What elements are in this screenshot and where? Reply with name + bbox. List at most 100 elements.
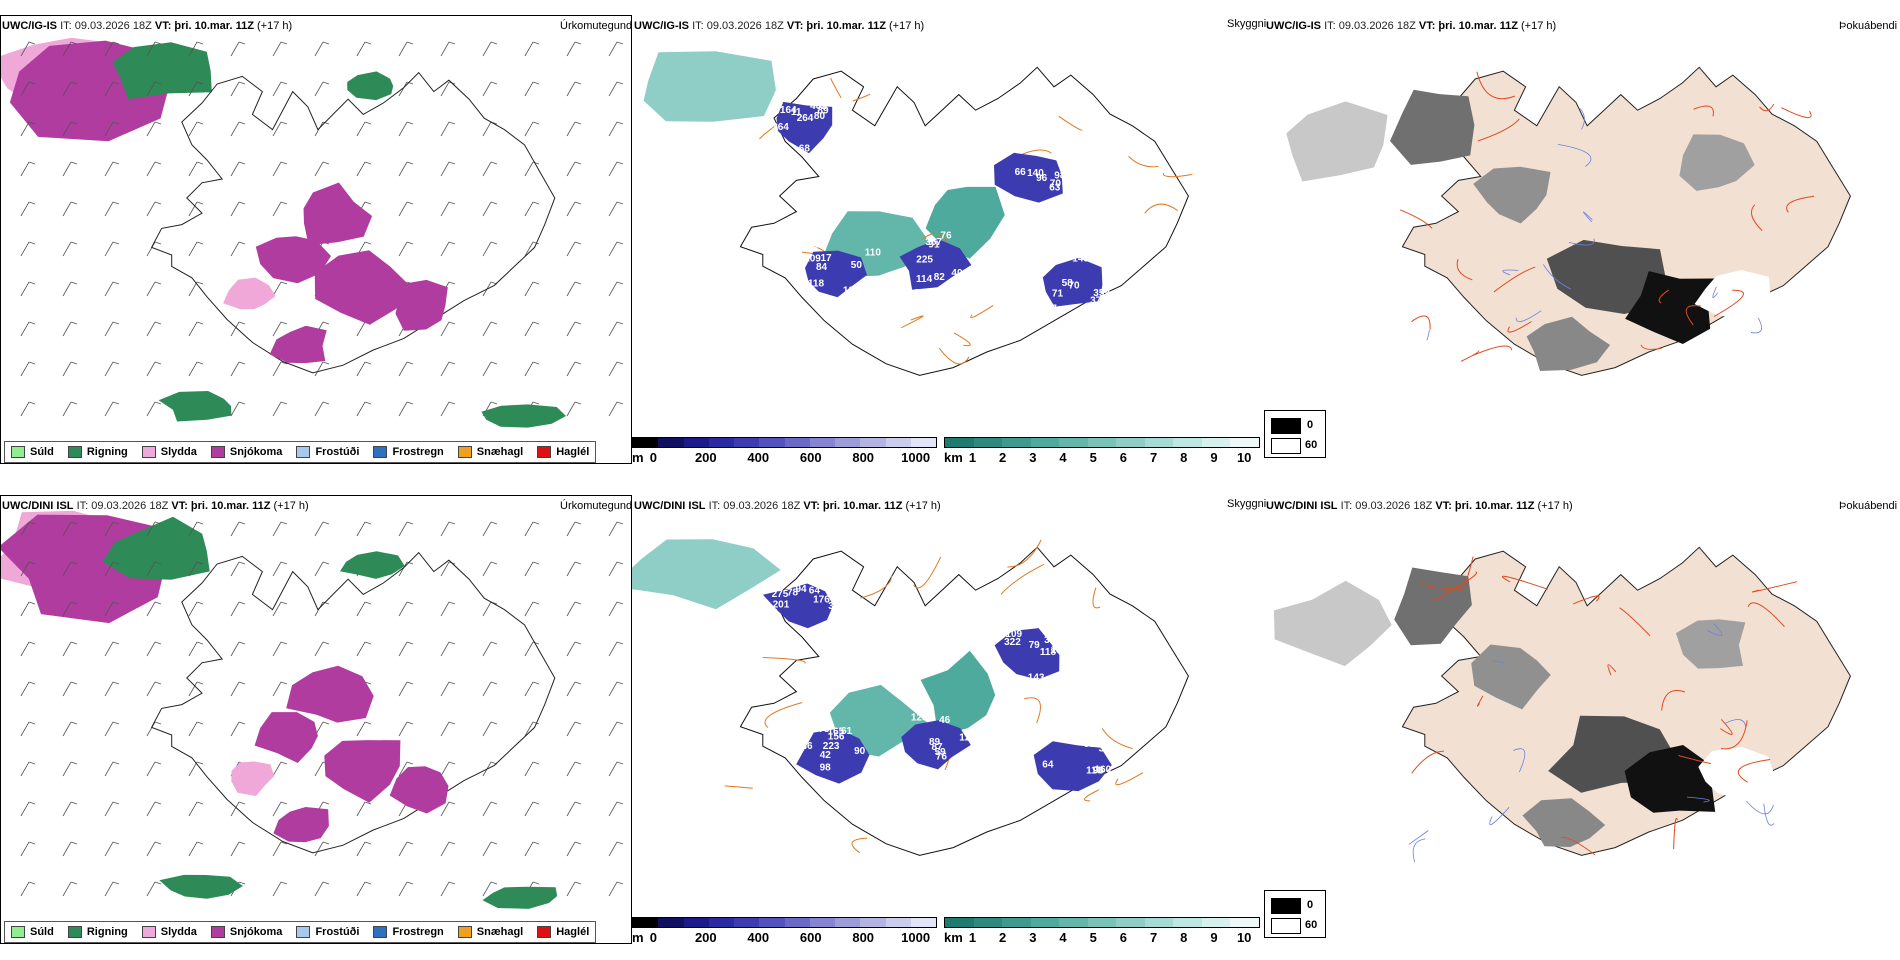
wind-barb (532, 281, 540, 285)
road-line (1640, 344, 1662, 350)
road-line (1400, 209, 1433, 229)
wind-barb (154, 801, 162, 805)
wind-barb (62, 361, 72, 377)
wind-barb (62, 721, 72, 737)
ceiling-map-svg: 194 165 87 160 133 201 223 128 397 290 275 173 95 110… (632, 539, 1189, 856)
river-line (1408, 830, 1429, 845)
ceiling-label: 109 (804, 254, 821, 265)
road-line (1737, 758, 1771, 783)
wind-barb (322, 721, 330, 725)
wind-barb (364, 881, 372, 885)
wind-barb (154, 161, 162, 165)
wind-barb (70, 841, 78, 845)
wind-barb (104, 881, 114, 897)
wind-barb (532, 801, 540, 805)
wind-barb (448, 641, 456, 645)
wind-barb (574, 401, 582, 405)
colorbar-segment (1116, 438, 1145, 447)
ceiling-label: 70 (1050, 179, 1062, 190)
wind-barb (406, 241, 414, 245)
ceiling-ticks: m 0 200 400 600 800 1000 (632, 450, 937, 466)
ceiling-map: 194 165 87 160 133 201 223 128 397 290 275 173 95 110… (632, 495, 1262, 942)
ceiling-label: 290 (1060, 621, 1077, 632)
wind-barb (364, 801, 372, 805)
precip-type-panel: UWC/IG-IS IT: 09.03.2026 18Z VT: þri. 10… (0, 0, 632, 470)
wind-barb (566, 321, 576, 337)
wind-barb (272, 361, 282, 377)
wind-barb (196, 81, 204, 85)
wind-barb (532, 41, 540, 45)
colorbar-tick: 5 (1089, 930, 1097, 945)
colorbar-tick: 3 (1029, 450, 1037, 465)
legend-label: Rigning (86, 446, 128, 458)
wind-barb (398, 81, 408, 97)
precip-area-snow (389, 766, 449, 814)
wind-barb (356, 801, 366, 817)
wind-barb (112, 801, 120, 805)
wind-barb (364, 41, 372, 45)
wind-barb (322, 881, 330, 885)
ceiling-label: 46 (802, 741, 814, 752)
wind-barb (20, 721, 30, 737)
colorbar-tick: 800 (852, 930, 875, 945)
ceiling-label: 143 (1028, 673, 1045, 684)
wind-barb (20, 801, 30, 817)
ceiling-area (994, 152, 1063, 203)
wind-barb (524, 121, 534, 137)
ceiling-label: 96 (1093, 765, 1105, 776)
road-line (1058, 115, 1083, 131)
wind-barb (532, 201, 540, 205)
road-line (1502, 575, 1548, 590)
wind-barb (406, 601, 414, 605)
colorbar-segment (1087, 438, 1117, 447)
colorbar-segment (658, 918, 684, 927)
wind-barb (20, 121, 30, 137)
river-line (1579, 108, 1585, 130)
wind-barb (440, 801, 450, 817)
wind-barb (314, 561, 324, 577)
wind-barb (490, 81, 498, 85)
wind-barb (314, 521, 324, 537)
wind-barb (398, 121, 408, 137)
wind-barb (230, 721, 240, 737)
wind-barb (490, 681, 498, 685)
wind-barb (20, 241, 30, 257)
wind-barb (482, 201, 492, 217)
colorbar-tick: 200 (694, 450, 717, 465)
wind-barb (356, 881, 366, 897)
wind-barb (566, 241, 576, 257)
wind-barb (608, 561, 618, 577)
ceiling-label: 173 (813, 724, 830, 735)
colorbar-tick: 6 (1119, 930, 1128, 945)
colorbar-segment (633, 918, 659, 927)
wind-barb (238, 801, 246, 805)
panel-header: UWC/IG-IS IT: 09.03.2026 18Z VT: þri. 10… (2, 20, 293, 32)
wind-barb (238, 401, 246, 405)
wind-barb (364, 681, 372, 685)
ceiling-label: 50 (851, 260, 863, 271)
ceiling-label: 118 (1081, 305, 1098, 316)
ceiling-label: 176 (813, 595, 830, 606)
colorbar-segment (885, 918, 911, 927)
ceiling-label: 64 (1042, 759, 1054, 770)
panel-title: Þokuábendi (1839, 20, 1898, 32)
ceiling-label: 78 (787, 588, 799, 599)
wind-barb (188, 321, 198, 337)
wind-barb (146, 841, 156, 857)
road-line (1781, 107, 1812, 118)
ceiling-label: 110 (1086, 766, 1103, 777)
ceiling-label: 11 (791, 107, 802, 118)
ceiling-label: 92 (852, 299, 864, 310)
wind-barb (406, 721, 414, 725)
ceiling-area (1042, 257, 1103, 307)
wind-barb (440, 761, 450, 777)
wind-barb (272, 401, 282, 417)
colorbar-segment (910, 918, 936, 927)
wind-barb (280, 81, 288, 85)
wind-barb (62, 681, 72, 697)
ceiling-label: 82 (934, 272, 946, 283)
colorbar-tick: 7 (1149, 930, 1158, 945)
precip-area-snow (269, 325, 327, 364)
wind-barb (28, 801, 36, 805)
wind-barb (574, 721, 582, 725)
